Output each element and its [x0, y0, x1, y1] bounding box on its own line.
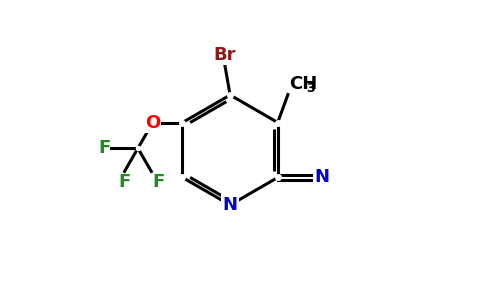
Text: F: F [98, 139, 110, 157]
Text: N: N [223, 196, 238, 214]
Text: O: O [145, 113, 160, 131]
Text: F: F [119, 173, 131, 191]
Text: Br: Br [214, 46, 236, 64]
Text: 3: 3 [306, 82, 315, 95]
Text: CH: CH [289, 75, 318, 93]
Text: F: F [152, 173, 165, 191]
Text: N: N [314, 169, 329, 187]
